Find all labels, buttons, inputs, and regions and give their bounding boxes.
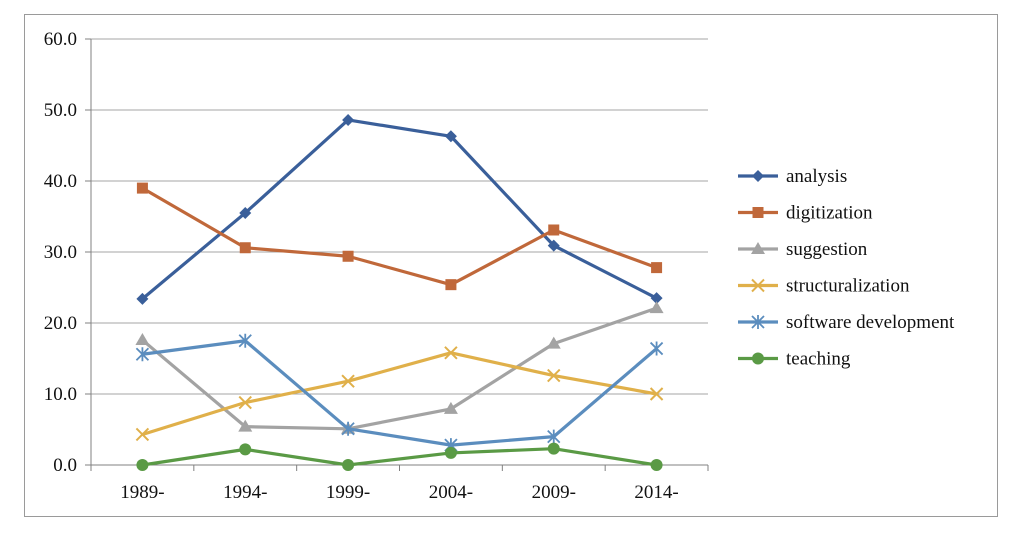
y-tick-label: 20.0 [44, 313, 77, 334]
data-point [443, 401, 458, 414]
legend-marker [752, 207, 764, 218]
data-point [651, 262, 663, 274]
marker-stroke [649, 341, 664, 356]
data-point [341, 374, 355, 388]
series-digitization [136, 182, 663, 291]
marker-stroke [547, 368, 561, 383]
chart-frame [24, 14, 998, 517]
data-point [444, 446, 457, 459]
legend-label: teaching [786, 349, 851, 370]
legend-label: software development [786, 312, 955, 333]
data-point [444, 346, 458, 360]
grid-lines [91, 38, 708, 395]
data-point [342, 459, 355, 471]
legend-label: suggestion [786, 239, 868, 260]
series-structuralization [135, 346, 664, 442]
marker-stroke [751, 315, 765, 329]
legend-item: teaching [738, 349, 851, 370]
series-software-development [135, 333, 664, 453]
series-line [142, 447, 657, 467]
legend-marker [751, 315, 765, 329]
marker-stroke [135, 347, 150, 362]
y-tick-label: 50.0 [44, 100, 77, 121]
data-point [547, 429, 561, 444]
data-point [342, 113, 355, 126]
marker-stroke [547, 429, 561, 444]
series-suggestion [135, 301, 664, 434]
marker-stroke [238, 395, 252, 410]
series-line [142, 339, 658, 447]
legend-label: analysis [786, 166, 847, 187]
data-point [135, 427, 150, 442]
data-point [547, 368, 561, 383]
marker-stroke [341, 421, 355, 436]
y-tick-label: 10.0 [44, 384, 77, 405]
data-point [239, 206, 252, 219]
legend-marker [751, 278, 765, 293]
data-point [649, 387, 664, 401]
data-point [547, 239, 560, 252]
data-point [547, 442, 560, 455]
x-tick-label: 2014- [634, 482, 678, 503]
x-tick-labels: 1989- 1994- 1999- 2004- 2009- 2014- [120, 482, 678, 503]
data-point [238, 419, 253, 432]
data-point [239, 242, 251, 254]
y-tick-labels: 0.0 10.0 20.0 30.0 40.0 50.0 60.0 [44, 29, 77, 476]
legend-item: digitization [738, 203, 873, 224]
marker-stroke [444, 346, 458, 360]
series-analysis [136, 113, 663, 305]
data-point [548, 224, 560, 236]
x-tick-label: 1999- [326, 482, 370, 503]
legend-item: analysis [738, 166, 847, 187]
y-tick-label: 0.0 [53, 455, 77, 476]
y-tick-label: 40.0 [44, 171, 77, 192]
legend-label: structuralization [786, 276, 910, 297]
data-point [445, 279, 457, 291]
y-tick-label: 30.0 [44, 242, 77, 263]
x-tick-label: 1994- [223, 482, 267, 503]
legend: analysis digitization suggestion structural… [738, 166, 955, 370]
series-lines [135, 113, 664, 471]
marker-stroke [135, 427, 150, 442]
series-line [141, 306, 658, 431]
legend-label: digitization [786, 203, 873, 224]
data-point [341, 421, 355, 436]
marker-stroke [649, 387, 664, 401]
data-point [136, 182, 148, 194]
series-line [141, 186, 658, 287]
data-point [135, 347, 150, 362]
legend-marker [752, 170, 764, 182]
legend-item: suggestion [738, 239, 868, 260]
data-point [239, 443, 252, 456]
data-point [238, 395, 252, 410]
data-point [342, 250, 354, 262]
data-point [136, 459, 149, 471]
legend-marker [751, 242, 765, 254]
legend-marker [752, 352, 764, 365]
data-point [238, 333, 252, 348]
data-point [650, 292, 663, 305]
legend-item: software development [738, 312, 955, 333]
y-tick-label: 60.0 [44, 29, 77, 50]
data-point [136, 292, 149, 305]
x-tick-label: 2009- [532, 482, 576, 503]
marker-stroke [238, 333, 252, 348]
data-point [649, 301, 664, 314]
marker-stroke [341, 374, 355, 388]
data-point [135, 333, 150, 346]
data-point [650, 459, 663, 471]
x-tick-label: 2004- [429, 482, 473, 503]
series-teaching [136, 442, 663, 471]
data-point [444, 130, 457, 143]
x-tick-label: 1989- [120, 482, 164, 503]
marker-stroke [751, 278, 765, 293]
data-point [546, 336, 561, 349]
series-line [141, 118, 658, 301]
data-point [649, 341, 664, 356]
series-line [141, 351, 657, 436]
axes [85, 38, 709, 471]
legend-item: structuralization [738, 276, 910, 297]
